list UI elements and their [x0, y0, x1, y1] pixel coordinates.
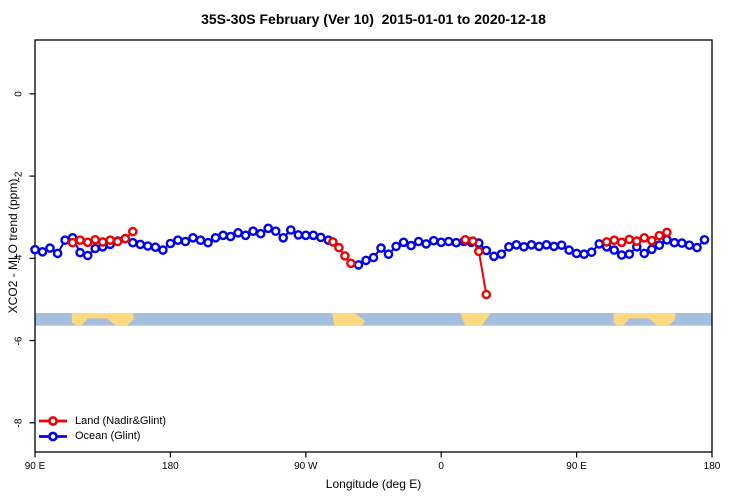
- x-tick-label: 180: [703, 461, 721, 472]
- y-tick-label: 0: [13, 91, 25, 97]
- legend-label-ocean: Ocean (Glint): [75, 430, 141, 442]
- y-tick-label: -8: [13, 418, 25, 428]
- y-tick-label: -6: [13, 336, 25, 346]
- x-tick-label: 90 E: [24, 461, 46, 472]
- x-tick-label: 90 W: [294, 461, 318, 472]
- x-tick-label: 0: [438, 461, 444, 472]
- y-axis-label: XCO2 - MLO trend (ppm): [6, 178, 20, 314]
- x-axis-label: Longitude (deg E): [325, 477, 422, 491]
- chart-title: 35S-30S February (Ver 10) 2015-01-01 to …: [201, 11, 546, 27]
- legend-label-land: Land (Nadir&Glint): [75, 414, 167, 427]
- x-tick-label: 180: [162, 461, 179, 472]
- x-tick-label: 90 E: [566, 461, 587, 472]
